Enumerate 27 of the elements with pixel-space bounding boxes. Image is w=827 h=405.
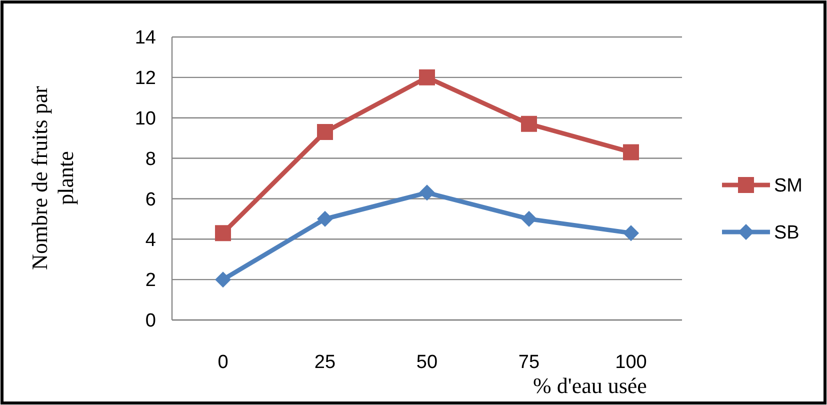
x-tick-label: 75: [518, 352, 540, 373]
legend-label: SB: [774, 222, 800, 244]
point: [317, 210, 333, 227]
y-tick-label: 6: [145, 189, 156, 210]
point: [317, 124, 333, 140]
y-axis-title: Nombre de fruits par plante: [27, 85, 78, 270]
y-tick-label: 10: [134, 108, 156, 130]
point: [521, 210, 537, 227]
y-tick-label: 0: [145, 310, 156, 332]
point: [623, 144, 639, 160]
point: [419, 184, 435, 201]
x-tick-label: 100: [615, 352, 647, 373]
point: [521, 116, 537, 132]
y-tick-label: 8: [145, 148, 156, 170]
x-tick-label: 50: [416, 352, 438, 373]
point: [623, 225, 639, 242]
x-tick-label: 25: [314, 352, 336, 373]
point: [215, 225, 231, 242]
x-tick-label: 0: [218, 352, 228, 373]
y-tick-label: 2: [145, 270, 156, 292]
y-tick-label: 14: [134, 28, 156, 49]
y-tick-label: 4: [145, 230, 156, 251]
point: [215, 272, 231, 288]
legend-label: SM: [774, 176, 802, 197]
y-tick-label: 12: [134, 68, 156, 90]
point: [419, 69, 435, 86]
x-axis-title: % d'eau usée: [533, 373, 647, 398]
